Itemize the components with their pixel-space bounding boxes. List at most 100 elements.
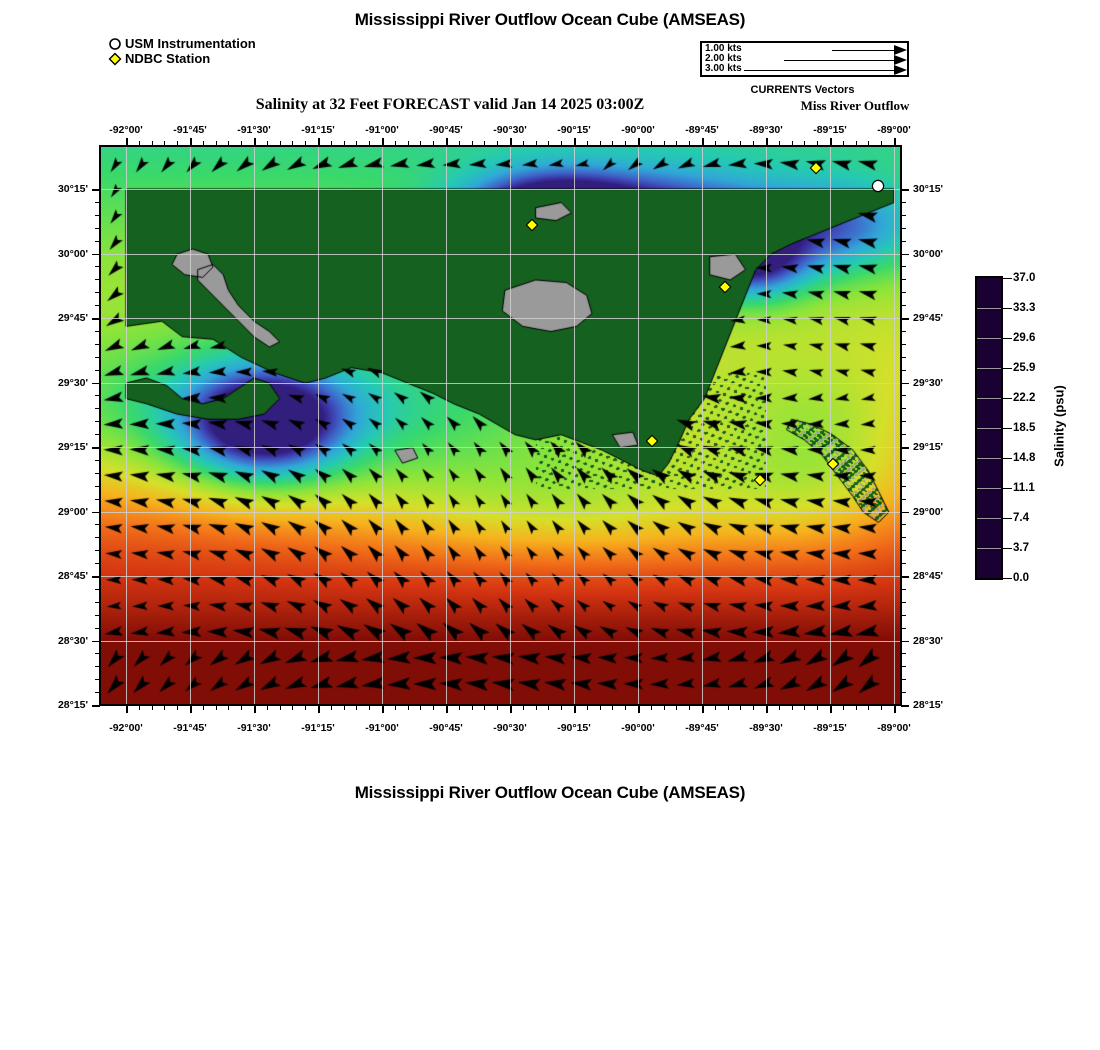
tick-mark (446, 138, 448, 146)
tick-mark (689, 705, 691, 710)
arrow-head-icon (894, 45, 907, 55)
tick-mark (241, 705, 243, 710)
ndbc-station-marker[interactable] (753, 473, 767, 492)
x-axis-tick-label: -91°30' (237, 124, 271, 136)
x-axis-tick-label: -90°00' (621, 722, 655, 734)
tick-mark (95, 201, 100, 203)
y-axis-tick-label: 29°45' (913, 312, 944, 324)
tick-mark (868, 705, 870, 710)
tick-mark (458, 141, 460, 146)
tick-mark (215, 705, 217, 710)
y-axis-tick-label: 30°15' (913, 183, 944, 195)
tick-mark (522, 705, 524, 710)
tick-mark (95, 305, 100, 307)
tick-mark (689, 141, 691, 146)
usm-instrumentation-marker[interactable] (871, 179, 885, 198)
y-axis-tick-label: 30°00' (913, 247, 944, 260)
tick-mark (318, 705, 320, 713)
y-axis-tick-label: 29°00' (57, 505, 88, 518)
tick-mark (817, 705, 819, 710)
x-axis-tick-label: -92°00' (109, 124, 143, 136)
tick-mark (497, 705, 499, 710)
tick-mark (138, 705, 140, 710)
tick-mark (702, 705, 704, 713)
tick-mark (901, 382, 909, 384)
tick-mark (901, 498, 906, 500)
tick-mark (510, 138, 512, 146)
tick-mark (650, 705, 652, 710)
gridline-vertical (254, 146, 255, 705)
tick-mark (407, 141, 409, 146)
x-axis-tick-label: -90°45' (429, 124, 463, 136)
tick-mark (901, 601, 906, 603)
tick-mark (95, 588, 100, 590)
arrow-head-icon (894, 55, 907, 65)
tick-mark (343, 705, 345, 710)
tick-mark (901, 563, 906, 565)
tick-mark (266, 141, 268, 146)
tick-mark (95, 292, 100, 294)
x-axis-tick-label: -91°00' (365, 722, 399, 734)
colorbar-inner-tick (977, 458, 1001, 459)
tick-mark (901, 550, 906, 552)
x-axis-tick-label: -90°30' (493, 124, 527, 136)
y-axis-tick-label: 29°30' (913, 376, 944, 389)
ndbc-station-marker[interactable] (645, 434, 659, 453)
colorbar-tick-label: 0.0 (1013, 572, 1029, 584)
salinity-map[interactable] (100, 146, 901, 705)
y-axis-tick-label: 28°30' (913, 634, 944, 647)
tick-mark (95, 343, 100, 345)
tick-mark (740, 141, 742, 146)
tick-mark (842, 705, 844, 710)
tick-mark (343, 141, 345, 146)
x-axis-tick-label: -89°30' (749, 124, 783, 136)
vector-legend-label: 1.00 kts (705, 43, 744, 54)
tick-mark (356, 705, 358, 710)
colorbar-tick-label: 25.9 (1013, 362, 1036, 374)
tick-mark (901, 447, 909, 449)
colorbar-tick-label: 18.5 (1013, 422, 1036, 434)
legend-item-usm: USM Instrumentation (108, 36, 256, 51)
tick-mark (881, 705, 883, 710)
tick-mark (901, 279, 906, 281)
y-axis-tick-label: 28°30' (57, 634, 88, 647)
colorbar-inner-tick (977, 518, 1001, 519)
x-axis-tick-label: -89°15' (813, 124, 847, 136)
y-axis-tick-label: 28°15' (57, 699, 88, 711)
tick-mark (95, 472, 100, 474)
tick-mark (190, 138, 192, 146)
x-axis-tick-label: -89°15' (813, 722, 847, 734)
colorbar-inner-tick (977, 308, 1001, 309)
tick-mark (92, 447, 100, 449)
tick-mark (95, 279, 100, 281)
colorbar-inner-tick (977, 398, 1001, 399)
colorbar-tick-mark (1003, 398, 1012, 399)
tick-mark (356, 141, 358, 146)
gridline-vertical (126, 146, 127, 705)
tick-mark (638, 705, 640, 713)
salinity-raster (100, 146, 901, 705)
tick-mark (901, 524, 906, 526)
vector-line (832, 50, 894, 51)
x-axis-tick-label: -91°30' (237, 722, 271, 734)
x-axis-tick-label: -89°45' (685, 124, 719, 136)
gridline-horizontal (100, 512, 901, 513)
ndbc-station-marker[interactable] (525, 218, 539, 237)
y-axis-tick-label: 28°15' (913, 699, 944, 711)
tick-mark (894, 138, 896, 146)
tick-mark (791, 705, 793, 710)
tick-mark (458, 705, 460, 710)
tick-mark (901, 318, 909, 320)
ndbc-station-marker[interactable] (826, 457, 840, 476)
tick-mark (901, 511, 909, 513)
tick-mark (95, 524, 100, 526)
tick-mark (901, 369, 906, 371)
tick-mark (901, 537, 906, 539)
tick-mark (612, 705, 614, 710)
vector-legend-label: 3.00 kts (705, 63, 744, 74)
ndbc-station-marker[interactable] (809, 161, 823, 180)
tick-mark (901, 395, 906, 397)
ndbc-station-marker[interactable] (718, 280, 732, 299)
colorbar-tick-label: 3.7 (1013, 542, 1029, 554)
currents-vector-legend: 1.00 kts 2.00 kts 3.00 kts (700, 41, 909, 77)
